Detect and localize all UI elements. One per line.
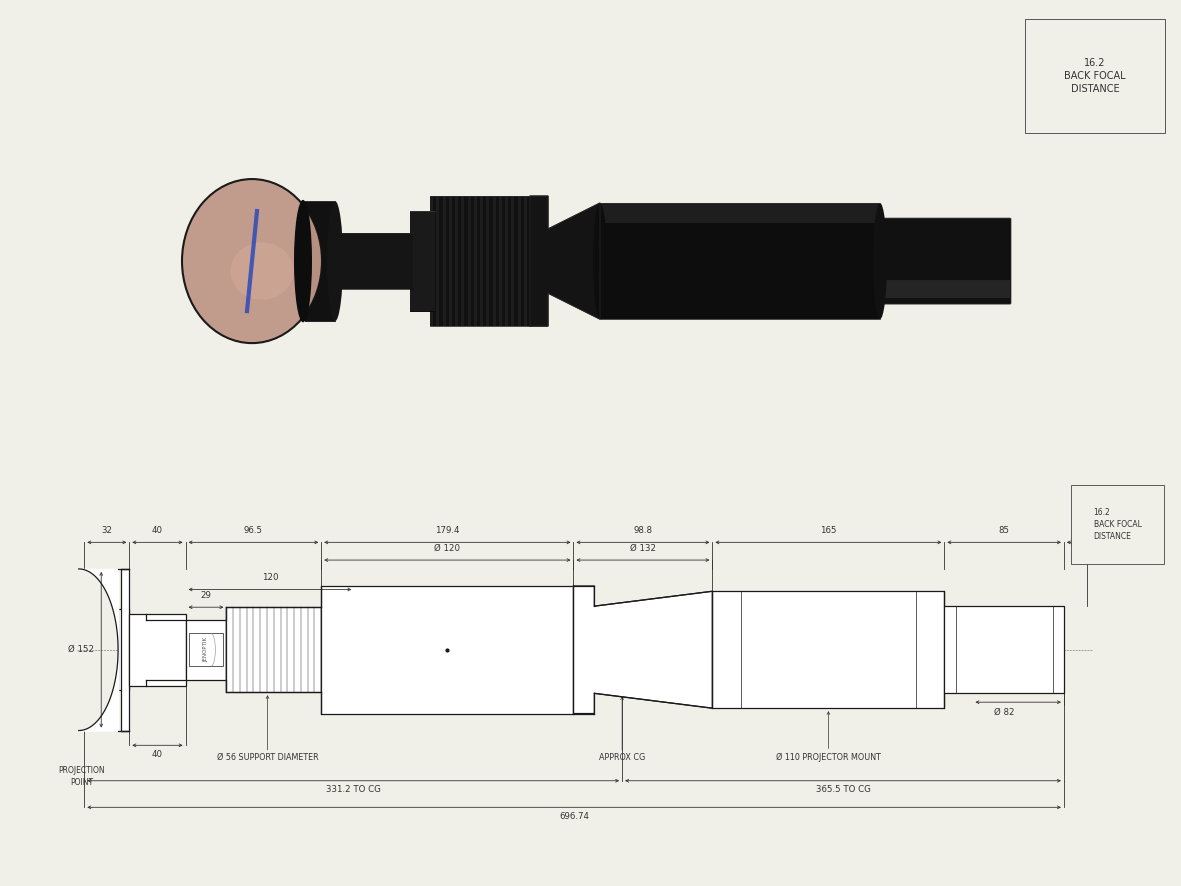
Bar: [474, 196, 477, 326]
Bar: [443, 196, 445, 326]
Bar: [505, 196, 508, 326]
Bar: [455, 196, 458, 326]
Bar: [487, 196, 489, 326]
Text: JENOPTIK: JENOPTIK: [203, 637, 209, 662]
Ellipse shape: [873, 203, 887, 319]
Text: 98.8: 98.8: [633, 526, 652, 535]
Bar: [305, 201, 335, 321]
Bar: [329, 233, 413, 289]
Text: 696.74: 696.74: [559, 812, 589, 820]
Ellipse shape: [294, 200, 312, 323]
Ellipse shape: [299, 201, 311, 321]
Ellipse shape: [593, 203, 607, 319]
Bar: [498, 196, 502, 326]
Text: 16.2
BACK FOCAL
DISTANCE: 16.2 BACK FOCAL DISTANCE: [1064, 58, 1125, 94]
Text: APPROX CG: APPROX CG: [599, 753, 645, 762]
Text: 365.5 TO CG: 365.5 TO CG: [816, 785, 870, 794]
Text: 120: 120: [262, 573, 279, 582]
Text: Ø 110 PROJECTOR MOUNT: Ø 110 PROJECTOR MOUNT: [776, 753, 881, 762]
Text: 179.4: 179.4: [435, 526, 459, 535]
FancyBboxPatch shape: [880, 280, 1010, 298]
Bar: [189, 633, 223, 666]
Bar: [517, 196, 521, 326]
Bar: [130, 614, 185, 686]
Bar: [120, 569, 130, 731]
Bar: [436, 196, 439, 326]
Bar: [185, 620, 227, 680]
Bar: [227, 607, 321, 692]
Bar: [118, 610, 130, 690]
Text: PROJECTION
POINT: PROJECTION POINT: [58, 766, 105, 787]
Text: 29: 29: [201, 591, 211, 600]
Bar: [945, 606, 1064, 694]
FancyBboxPatch shape: [879, 218, 1011, 304]
Text: 16.2
BACK FOCAL
DISTANCE: 16.2 BACK FOCAL DISTANCE: [1094, 509, 1142, 541]
Text: 40: 40: [152, 750, 163, 758]
Text: Ø 132: Ø 132: [629, 544, 655, 553]
Text: 32: 32: [102, 526, 112, 535]
Polygon shape: [530, 196, 600, 326]
Ellipse shape: [182, 179, 322, 343]
Ellipse shape: [230, 243, 294, 299]
Text: Ø 56 SUPPORT DIAMETER: Ø 56 SUPPORT DIAMETER: [216, 753, 319, 762]
Bar: [462, 196, 464, 326]
Bar: [468, 196, 470, 326]
Text: 96.5: 96.5: [244, 526, 263, 535]
Text: 85: 85: [999, 526, 1010, 535]
Bar: [492, 196, 496, 326]
Text: 40: 40: [152, 526, 163, 535]
Text: Ø 120: Ø 120: [435, 544, 461, 553]
Bar: [449, 196, 452, 326]
Text: 165: 165: [820, 526, 836, 535]
Polygon shape: [574, 586, 712, 713]
Ellipse shape: [327, 201, 342, 321]
Bar: [479, 196, 483, 326]
Bar: [712, 591, 945, 708]
Bar: [600, 203, 880, 223]
Bar: [511, 196, 515, 326]
Bar: [430, 196, 530, 326]
Text: Ø 152: Ø 152: [68, 645, 94, 654]
Bar: [321, 586, 574, 713]
Text: Ø 82: Ø 82: [994, 708, 1014, 717]
Bar: [410, 211, 435, 311]
Bar: [430, 196, 433, 326]
Bar: [600, 203, 880, 319]
Bar: [523, 196, 527, 326]
Text: 331.2 TO CG: 331.2 TO CG: [326, 785, 380, 794]
